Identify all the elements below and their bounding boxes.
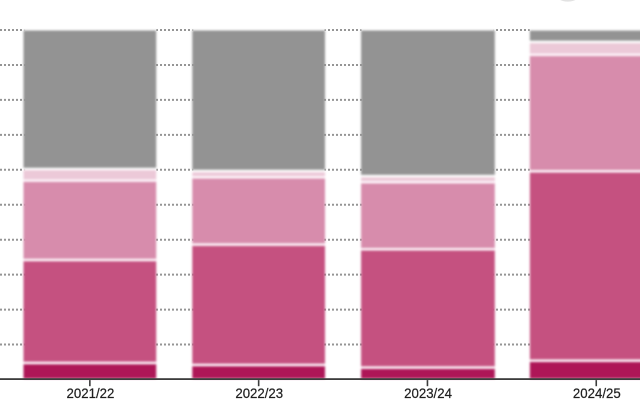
svg-text:2023/24: 2023/24 — [404, 386, 452, 400]
svg-text:2021/22: 2021/22 — [67, 386, 115, 400]
svg-text:2024/25: 2024/25 — [573, 386, 621, 400]
svg-text:2022/23: 2022/23 — [235, 386, 283, 400]
